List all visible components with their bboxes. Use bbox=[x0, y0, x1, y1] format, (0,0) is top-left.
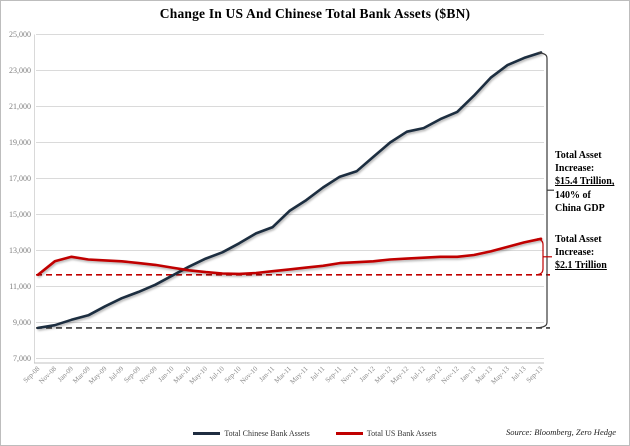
x-axis-tick-label: May-10 bbox=[188, 364, 210, 386]
annotation-line: Increase: bbox=[555, 247, 595, 259]
x-axis-tick-label: Nov-10 bbox=[239, 364, 260, 385]
legend-item-china: Total Chinese Bank Assets bbox=[193, 429, 310, 438]
x-axis-tick-label: Nov-11 bbox=[339, 364, 360, 385]
annotation-us-increase: Total Asset Increase: $2.1 Trillion bbox=[555, 233, 629, 273]
china-line-swatch bbox=[193, 432, 221, 435]
total-chinese-bank-assets-line bbox=[36, 51, 543, 330]
x-axis-tick-label: Sep-13 bbox=[525, 364, 545, 384]
annotation-line: China GDP bbox=[555, 202, 605, 214]
annotation-china-increase: Total Asset Increase: $15.4 Trillion, 14… bbox=[555, 149, 629, 215]
x-axis-tick-label: Nov-08 bbox=[37, 364, 58, 385]
x-axis-tick-label: May-13 bbox=[490, 364, 512, 386]
y-axis-tick-label: 9,000 bbox=[13, 318, 31, 327]
y-axis-tick-label: 17,000 bbox=[9, 174, 31, 183]
annotation-line: Total Asset bbox=[555, 234, 602, 245]
y-axis-tick-label: 25,000 bbox=[9, 30, 31, 39]
y-axis-tick-label: 15,000 bbox=[9, 210, 31, 219]
legend-label: Total Chinese Bank Assets bbox=[224, 429, 310, 438]
annotation-line: Total Asset bbox=[555, 150, 602, 161]
source-credit: Source: Bloomberg, Zero Hedge bbox=[505, 427, 616, 437]
total-us-bank-assets-line bbox=[36, 237, 543, 277]
us-line-swatch bbox=[335, 432, 363, 435]
y-axis-tick-label: 21,000 bbox=[9, 102, 31, 111]
chart-title: Change In US And Chinese Total Bank Asse… bbox=[159, 6, 471, 21]
annotation-line: $15.4 Trillion, bbox=[555, 176, 615, 188]
y-axis-tick-label: 13,000 bbox=[9, 246, 31, 255]
legend-label: Total US Bank Assets bbox=[366, 429, 437, 438]
x-axis-tick-label: Nov-09 bbox=[138, 364, 159, 385]
y-axis-tick-label: 19,000 bbox=[9, 138, 31, 147]
y-axis-tick-label: 11,000 bbox=[9, 282, 31, 291]
x-axis-tick-label: May-11 bbox=[289, 364, 310, 385]
annotation-line: Increase: bbox=[555, 163, 595, 175]
annotation-line: $2.1 Trillion bbox=[555, 260, 607, 272]
y-axis-tick-label: 7,000 bbox=[13, 354, 31, 363]
x-axis-tick-label: Nov-12 bbox=[440, 364, 461, 385]
chart-legend: Total Chinese Bank Assets Total US Bank … bbox=[1, 429, 629, 438]
legend-item-us: Total US Bank Assets bbox=[335, 429, 437, 438]
annotation-line: 140% of bbox=[555, 189, 591, 201]
y-axis-tick-label: 23,000 bbox=[9, 66, 31, 75]
x-axis-tick-label: May-12 bbox=[389, 364, 411, 386]
x-axis-tick-label: May-09 bbox=[87, 364, 109, 386]
